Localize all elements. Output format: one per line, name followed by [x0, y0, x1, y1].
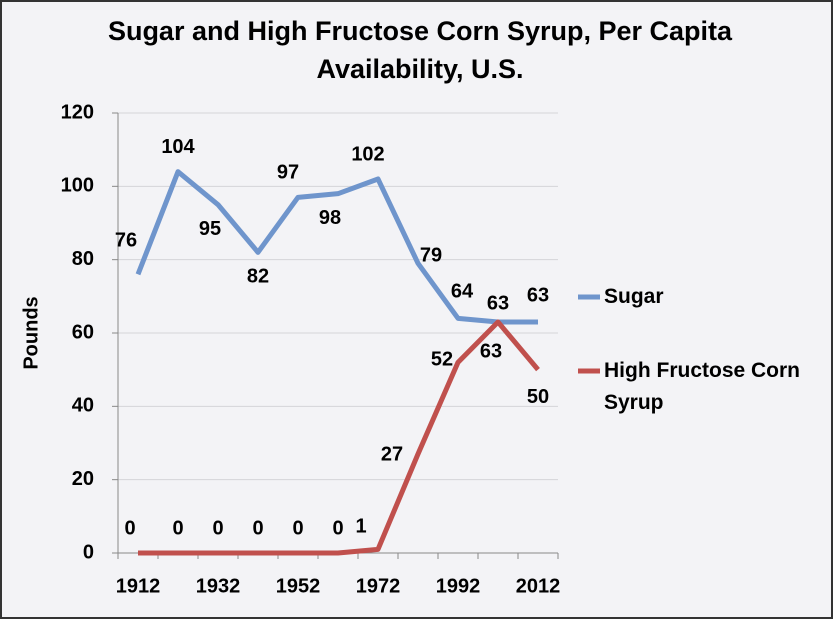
data-label: 64: [451, 281, 474, 303]
data-label: 82: [247, 266, 269, 288]
data-label: 0: [212, 517, 223, 539]
series-line: [138, 319, 540, 556]
data-label: 50: [527, 386, 549, 408]
x-tick-label: 1992: [436, 575, 481, 597]
legend-label: High Fructose Corn Syrup: [604, 359, 801, 414]
data-label: 63: [487, 292, 509, 314]
data-label: 0: [292, 517, 303, 539]
chart-title: Sugar and High Fructose Corn Syrup, Per …: [107, 16, 733, 84]
data-label: 63: [480, 340, 502, 362]
data-label: 102: [351, 143, 384, 165]
x-tick-label: 2012: [516, 575, 561, 597]
series-line: [135, 169, 538, 325]
data-label: 27: [381, 443, 403, 465]
data-label: 104: [161, 136, 195, 158]
data-label: 52: [431, 349, 453, 371]
data-label: 98: [319, 207, 341, 229]
data-label: 1: [355, 516, 366, 538]
y-tick-label: 0: [83, 541, 94, 563]
data-label: 76: [115, 230, 137, 252]
y-tick-label: 60: [72, 321, 94, 343]
y-tick-label: 20: [72, 468, 94, 490]
data-label: 0: [332, 517, 343, 539]
y-axis-label: Pounds: [20, 296, 42, 369]
x-tick-label: 1952: [276, 575, 321, 597]
y-tick-label: 120: [61, 101, 94, 123]
data-label: 95: [199, 218, 221, 240]
x-tick-label: 1932: [196, 575, 241, 597]
y-tick-label: 80: [72, 248, 94, 270]
data-label: 0: [252, 517, 263, 539]
y-tick-label: 100: [61, 175, 94, 197]
y-tick-label: 40: [72, 395, 94, 417]
data-label: 63: [527, 284, 549, 306]
data-label: 79: [420, 245, 442, 267]
legend-label: Sugar: [604, 285, 664, 308]
data-label: 0: [124, 517, 135, 539]
title-box: Sugar and High Fructose Corn Syrup, Per …: [107, 16, 733, 84]
x-tick-label: 1912: [116, 575, 161, 597]
data-label: 0: [172, 517, 183, 539]
x-tick-label: 1972: [356, 575, 401, 597]
data-label: 97: [277, 162, 299, 184]
